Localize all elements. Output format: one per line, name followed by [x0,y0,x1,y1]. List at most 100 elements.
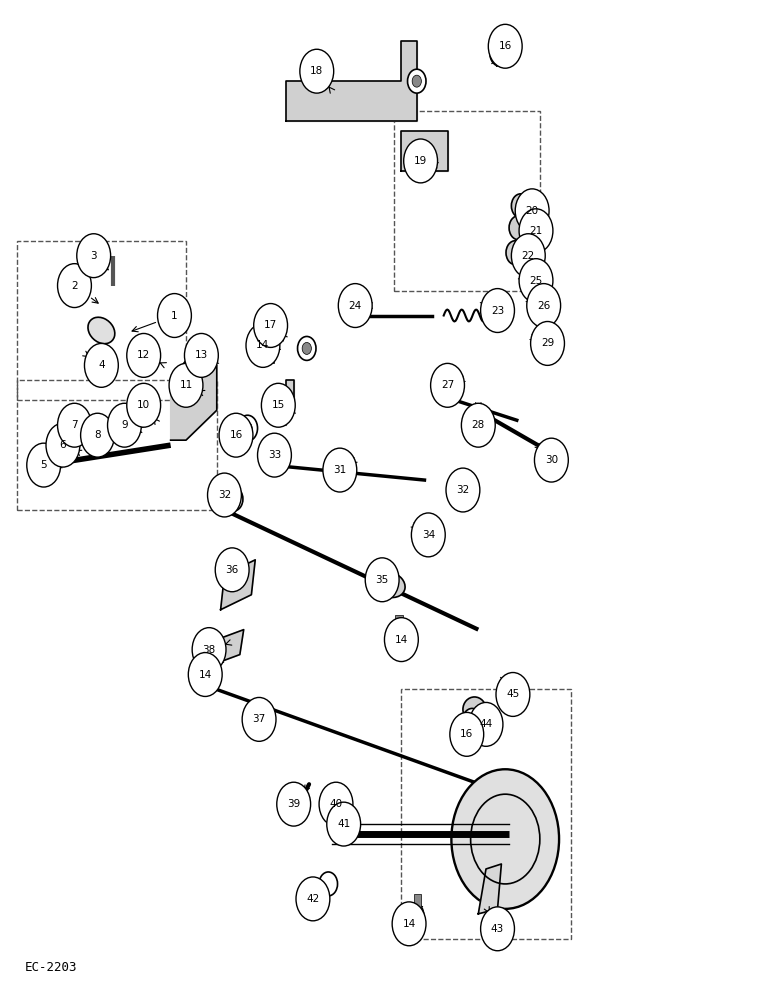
Polygon shape [286,41,417,121]
Circle shape [208,473,242,517]
Circle shape [169,363,203,407]
Circle shape [58,264,91,308]
Circle shape [468,715,477,727]
Circle shape [319,872,337,896]
Circle shape [506,241,524,265]
Circle shape [338,284,372,327]
Circle shape [157,294,191,337]
Circle shape [300,49,334,93]
Circle shape [490,40,510,66]
Ellipse shape [88,317,115,344]
Circle shape [319,782,353,826]
Circle shape [408,69,426,93]
Circle shape [469,702,503,746]
Circle shape [452,769,559,909]
Circle shape [27,443,61,487]
Bar [267,333,275,363]
Circle shape [219,413,253,457]
Text: 38: 38 [202,645,215,655]
Text: 4: 4 [98,360,105,370]
Text: 41: 41 [337,819,350,829]
Circle shape [411,513,445,557]
Circle shape [405,903,424,927]
Circle shape [365,558,399,602]
Circle shape [511,234,545,278]
Text: 14: 14 [198,670,212,680]
Circle shape [527,284,560,327]
Text: 7: 7 [71,420,78,430]
Text: 12: 12 [137,350,151,360]
Text: 21: 21 [530,226,543,236]
Text: 20: 20 [526,206,539,216]
Circle shape [127,383,161,427]
Text: 29: 29 [541,338,554,348]
Circle shape [243,422,252,434]
Text: 40: 40 [330,799,343,809]
Text: 22: 22 [522,251,535,261]
Circle shape [84,343,118,387]
Circle shape [238,415,258,441]
Circle shape [58,403,91,447]
Text: 44: 44 [479,719,493,729]
Circle shape [185,333,218,377]
Text: 9: 9 [121,420,128,430]
Circle shape [327,802,361,846]
Text: 32: 32 [456,485,469,495]
Text: 5: 5 [40,460,47,470]
Text: 17: 17 [264,320,277,330]
Bar [414,894,422,924]
Ellipse shape [463,697,486,722]
Ellipse shape [374,572,405,598]
Circle shape [384,618,418,662]
Circle shape [455,470,474,494]
Circle shape [495,47,504,59]
Circle shape [254,304,287,347]
Circle shape [410,909,419,921]
Text: 27: 27 [441,380,454,390]
Circle shape [127,333,161,377]
Text: 45: 45 [506,689,520,699]
Text: 37: 37 [252,714,266,724]
Text: 8: 8 [94,430,101,440]
Circle shape [296,877,330,921]
Text: 39: 39 [287,799,300,809]
Circle shape [450,712,484,756]
Circle shape [511,194,530,218]
Text: 14: 14 [402,919,415,929]
Circle shape [530,321,564,365]
Circle shape [481,907,514,951]
Text: 36: 36 [225,565,239,575]
Circle shape [242,697,276,741]
Circle shape [431,363,465,407]
Circle shape [481,289,514,332]
Polygon shape [171,360,217,440]
Text: 34: 34 [422,530,435,540]
Circle shape [262,450,279,474]
Circle shape [462,708,482,734]
Text: 33: 33 [268,450,281,460]
Text: 28: 28 [472,420,485,430]
Text: 6: 6 [59,440,66,450]
Text: 23: 23 [491,306,504,316]
Circle shape [215,548,249,592]
Polygon shape [479,864,501,914]
Circle shape [519,259,553,303]
Bar [395,615,403,645]
Text: EC-2203: EC-2203 [25,961,77,974]
Polygon shape [401,131,448,171]
Text: 25: 25 [530,276,543,286]
Text: 35: 35 [375,575,389,585]
Circle shape [76,234,110,278]
Text: 42: 42 [306,894,320,904]
Bar [401,689,571,939]
Bar [17,380,217,510]
Polygon shape [275,380,293,425]
Text: 19: 19 [414,156,427,166]
Text: 1: 1 [171,311,178,321]
Bar [17,241,186,400]
Circle shape [323,448,357,492]
Text: 43: 43 [491,924,504,934]
Circle shape [258,433,291,477]
Bar [204,650,212,680]
Circle shape [519,209,553,253]
